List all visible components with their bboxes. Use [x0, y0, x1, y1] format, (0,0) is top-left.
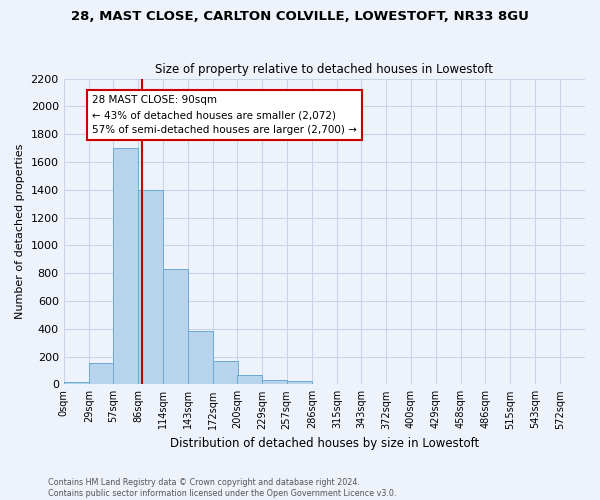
- Bar: [89, 363, 114, 384]
- Bar: [64, 382, 89, 384]
- Text: 28, MAST CLOSE, CARLTON COLVILLE, LOWESTOFT, NR33 8GU: 28, MAST CLOSE, CARLTON COLVILLE, LOWEST…: [71, 10, 529, 23]
- Bar: [138, 190, 163, 384]
- Bar: [262, 380, 287, 384]
- Bar: [163, 269, 188, 384]
- Title: Size of property relative to detached houses in Lowestoft: Size of property relative to detached ho…: [155, 63, 493, 76]
- Text: 28 MAST CLOSE: 90sqm
← 43% of detached houses are smaller (2,072)
57% of semi-de: 28 MAST CLOSE: 90sqm ← 43% of detached h…: [92, 95, 357, 135]
- Bar: [213, 362, 238, 384]
- Bar: [287, 381, 312, 384]
- Y-axis label: Number of detached properties: Number of detached properties: [15, 144, 25, 319]
- Bar: [188, 331, 213, 384]
- Text: Contains HM Land Registry data © Crown copyright and database right 2024.
Contai: Contains HM Land Registry data © Crown c…: [48, 478, 397, 498]
- X-axis label: Distribution of detached houses by size in Lowestoft: Distribution of detached houses by size …: [170, 437, 479, 450]
- Bar: [237, 376, 262, 384]
- Bar: [113, 148, 138, 384]
